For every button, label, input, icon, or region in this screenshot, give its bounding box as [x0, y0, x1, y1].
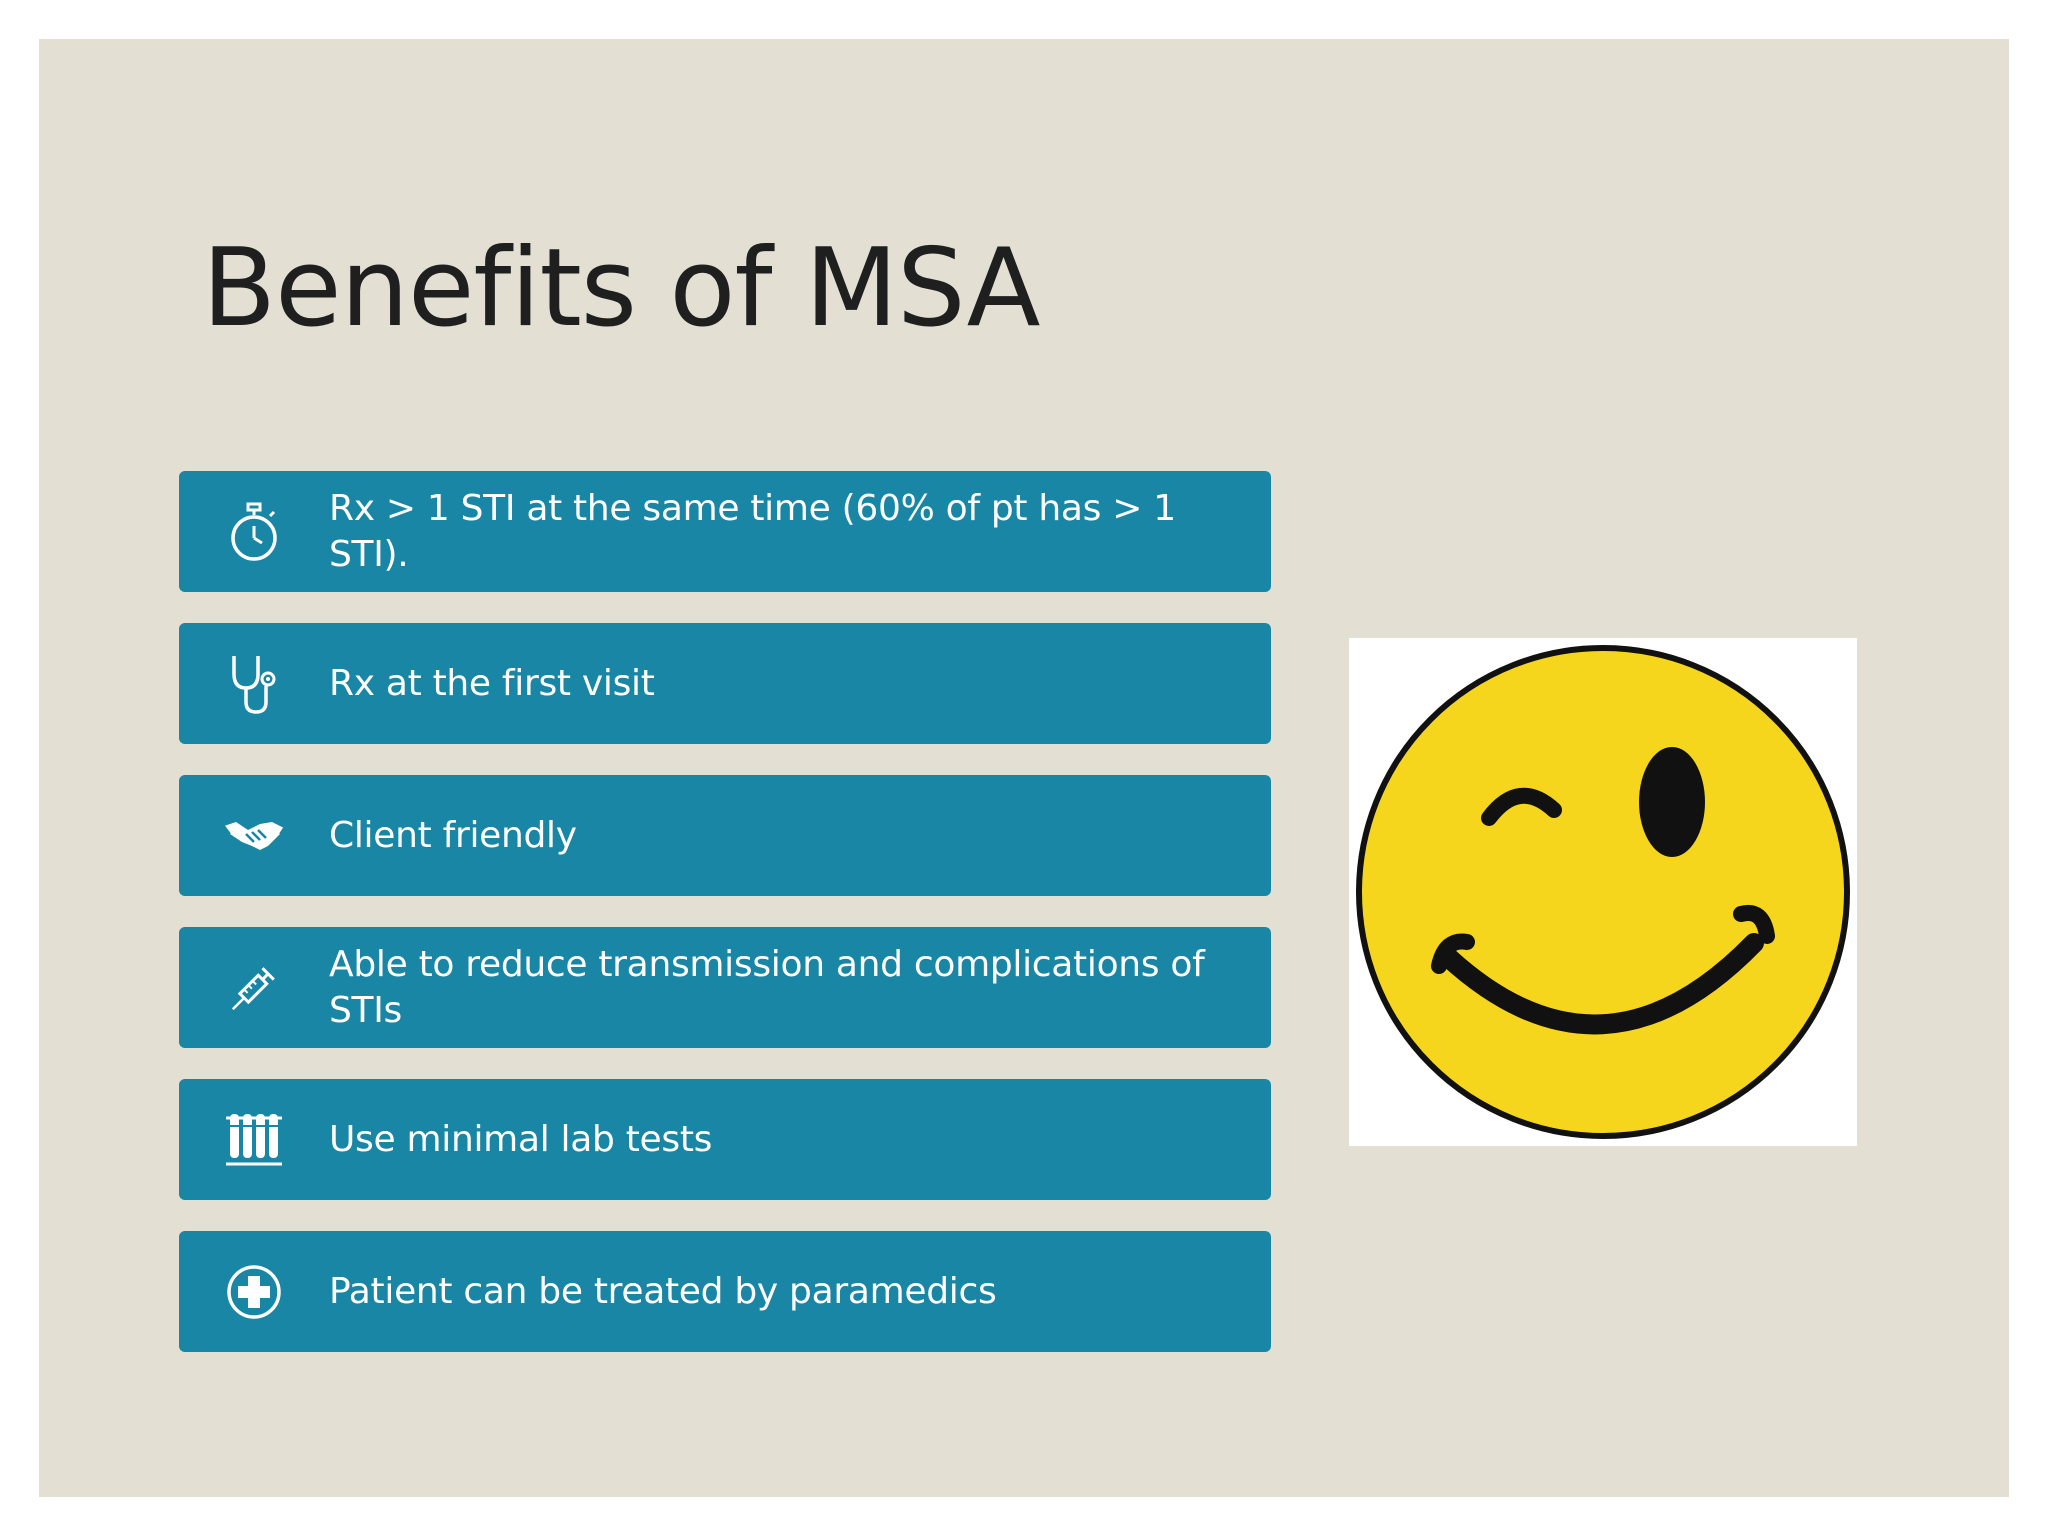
benefit-item-6: Patient can be treated by paramedics	[179, 1231, 1271, 1352]
handshake-icon	[179, 775, 329, 896]
benefit-item-label: Client friendly	[329, 814, 577, 856]
benefit-item-label: Able to reduce transmission and complica…	[329, 943, 1205, 1031]
medical-cross-icon	[179, 1231, 329, 1352]
stethoscope-icon	[179, 623, 329, 744]
slide-title: Benefits of MSA	[202, 226, 1040, 351]
stopwatch-icon	[179, 471, 329, 592]
winking-smiley-icon	[1356, 645, 1850, 1139]
benefit-item-label: Rx > 1 STI at the same time (60% of pt h…	[329, 487, 1176, 575]
benefit-item-3: Client friendly	[179, 775, 1271, 896]
benefit-item-1: Rx > 1 STI at the same time (60% of pt h…	[179, 471, 1271, 592]
winking-smiley-image	[1349, 638, 1857, 1146]
benefit-item-2: Rx at the first visit	[179, 623, 1271, 744]
benefit-item-label: Patient can be treated by paramedics	[329, 1270, 997, 1312]
benefit-item-5: Use minimal lab tests	[179, 1079, 1271, 1200]
benefit-item-4: Able to reduce transmission and complica…	[179, 927, 1271, 1048]
syringe-icon	[179, 927, 329, 1048]
benefit-item-label: Use minimal lab tests	[329, 1118, 713, 1160]
test-tubes-icon	[179, 1079, 329, 1200]
slide: Benefits of MSA Rx > 1 STI at the same t…	[39, 39, 2009, 1497]
benefit-item-label: Rx at the first visit	[329, 662, 655, 704]
